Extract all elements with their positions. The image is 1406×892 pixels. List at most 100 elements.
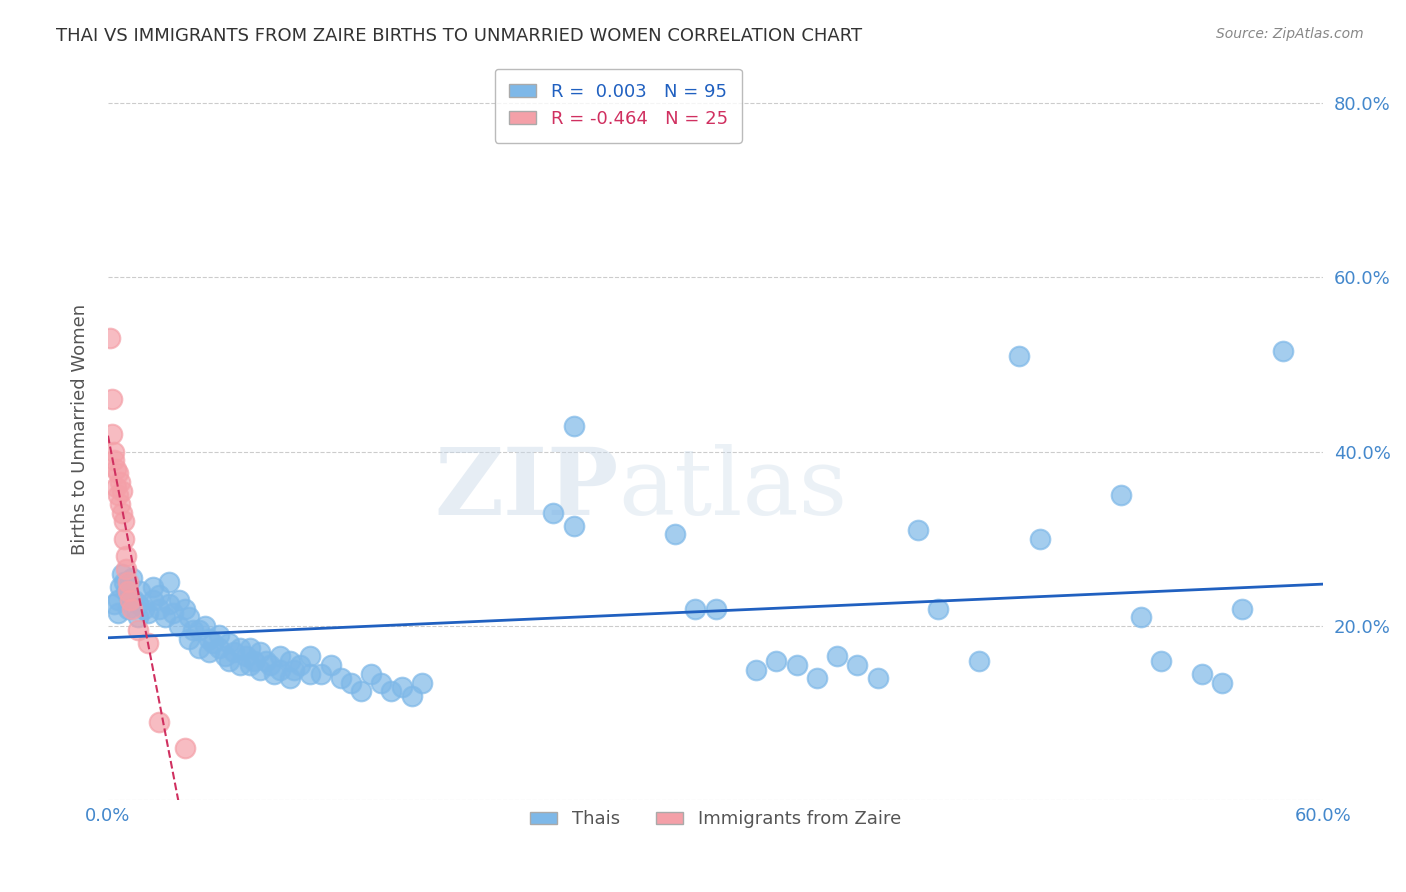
Point bbox=[101, 427, 124, 442]
Point bbox=[1191, 666, 1213, 681]
Point bbox=[108, 475, 131, 490]
Point bbox=[786, 658, 808, 673]
Point bbox=[263, 666, 285, 681]
Point bbox=[148, 714, 170, 729]
Point bbox=[141, 592, 163, 607]
Point bbox=[121, 571, 143, 585]
Point bbox=[664, 527, 686, 541]
Point bbox=[107, 488, 129, 502]
Point bbox=[208, 640, 231, 655]
Point bbox=[562, 418, 585, 433]
Legend: Thais, Immigrants from Zaire: Thais, Immigrants from Zaire bbox=[523, 803, 908, 836]
Point bbox=[278, 654, 301, 668]
Point bbox=[174, 740, 197, 755]
Point bbox=[115, 549, 138, 564]
Point bbox=[846, 658, 869, 673]
Point bbox=[105, 462, 128, 476]
Point bbox=[121, 601, 143, 615]
Point bbox=[138, 606, 160, 620]
Point bbox=[309, 666, 332, 681]
Point bbox=[103, 597, 125, 611]
Point bbox=[683, 601, 706, 615]
Point bbox=[127, 610, 149, 624]
Point bbox=[340, 675, 363, 690]
Point bbox=[157, 597, 180, 611]
Point bbox=[562, 518, 585, 533]
Point bbox=[543, 506, 565, 520]
Point bbox=[249, 663, 271, 677]
Point bbox=[117, 584, 139, 599]
Point bbox=[162, 606, 184, 620]
Point bbox=[108, 580, 131, 594]
Point bbox=[177, 610, 200, 624]
Point bbox=[391, 680, 413, 694]
Point bbox=[124, 592, 146, 607]
Point bbox=[1150, 654, 1173, 668]
Point bbox=[745, 663, 768, 677]
Point bbox=[1008, 349, 1031, 363]
Point bbox=[208, 628, 231, 642]
Point bbox=[254, 654, 277, 668]
Point bbox=[214, 649, 236, 664]
Point bbox=[218, 654, 240, 668]
Point bbox=[866, 671, 889, 685]
Point bbox=[117, 601, 139, 615]
Point bbox=[222, 645, 245, 659]
Point bbox=[765, 654, 787, 668]
Point bbox=[1109, 488, 1132, 502]
Point bbox=[174, 601, 197, 615]
Point bbox=[112, 532, 135, 546]
Point bbox=[350, 684, 373, 698]
Point bbox=[188, 640, 211, 655]
Point bbox=[202, 636, 225, 650]
Point bbox=[243, 654, 266, 668]
Point bbox=[153, 610, 176, 624]
Point bbox=[907, 523, 929, 537]
Point bbox=[115, 584, 138, 599]
Point bbox=[101, 392, 124, 407]
Point bbox=[134, 601, 156, 615]
Point bbox=[127, 624, 149, 638]
Point bbox=[181, 624, 204, 638]
Point bbox=[111, 506, 134, 520]
Point bbox=[167, 619, 190, 633]
Point bbox=[1271, 344, 1294, 359]
Point bbox=[111, 483, 134, 498]
Point bbox=[103, 453, 125, 467]
Point bbox=[198, 645, 221, 659]
Point bbox=[120, 592, 142, 607]
Point bbox=[299, 649, 322, 664]
Point bbox=[259, 658, 281, 673]
Point bbox=[269, 663, 291, 677]
Point bbox=[806, 671, 828, 685]
Point bbox=[112, 575, 135, 590]
Point bbox=[188, 624, 211, 638]
Point bbox=[239, 658, 262, 673]
Point bbox=[198, 632, 221, 646]
Point bbox=[239, 640, 262, 655]
Point bbox=[704, 601, 727, 615]
Point bbox=[370, 675, 392, 690]
Point bbox=[825, 649, 848, 664]
Point bbox=[1211, 675, 1233, 690]
Point bbox=[927, 601, 949, 615]
Point bbox=[290, 658, 312, 673]
Point bbox=[329, 671, 352, 685]
Point bbox=[138, 636, 160, 650]
Point bbox=[112, 515, 135, 529]
Point bbox=[319, 658, 342, 673]
Point bbox=[167, 592, 190, 607]
Text: ZIP: ZIP bbox=[434, 444, 619, 534]
Point bbox=[1129, 610, 1152, 624]
Text: THAI VS IMMIGRANTS FROM ZAIRE BIRTHS TO UNMARRIED WOMEN CORRELATION CHART: THAI VS IMMIGRANTS FROM ZAIRE BIRTHS TO … bbox=[56, 27, 862, 45]
Point bbox=[194, 619, 217, 633]
Point bbox=[98, 331, 121, 345]
Point bbox=[249, 645, 271, 659]
Point bbox=[141, 580, 163, 594]
Point bbox=[235, 649, 257, 664]
Point bbox=[228, 658, 250, 673]
Text: Source: ZipAtlas.com: Source: ZipAtlas.com bbox=[1216, 27, 1364, 41]
Point bbox=[278, 671, 301, 685]
Point bbox=[967, 654, 990, 668]
Point bbox=[115, 562, 138, 576]
